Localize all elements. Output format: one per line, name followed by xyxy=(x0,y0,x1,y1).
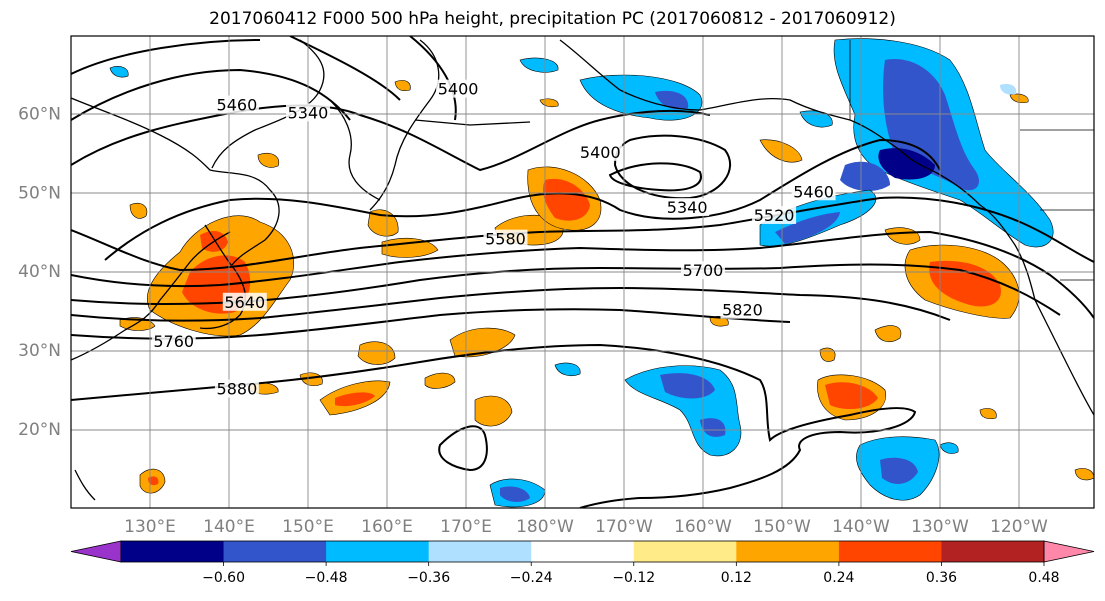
longitude-labels: 130°E 140°E 150°E 160°E 170°E 180°W 170°W 160°W… xyxy=(124,517,1048,537)
colorbar-tick-label: −0.60 xyxy=(202,570,245,586)
contour-label: 5340 xyxy=(288,103,329,122)
contour-label-bg xyxy=(791,182,836,201)
contour-label: 5340 xyxy=(667,198,708,217)
colorbar-segment xyxy=(941,541,1045,562)
lon-label: 160°W xyxy=(674,517,732,537)
contour-label-bg xyxy=(665,198,710,217)
contour-label: 5820 xyxy=(722,301,763,320)
contour-label: 5460 xyxy=(217,95,258,114)
colorbar-tick-label: 0.36 xyxy=(926,570,957,586)
contour-label-bg xyxy=(151,332,196,351)
colorbar-segment xyxy=(633,541,737,562)
colorbar-segment xyxy=(223,541,327,562)
coastlines xyxy=(71,39,1094,501)
colorbar-segment xyxy=(428,541,532,562)
lat-label: 40°N xyxy=(18,262,61,282)
contour-label: 5460 xyxy=(793,182,834,201)
contour-label: 5400 xyxy=(438,80,479,99)
contour-label-bg xyxy=(752,205,797,224)
contour-label-bg xyxy=(214,95,259,114)
map-title: 2017060412 F000 500 hPa height, precipit… xyxy=(209,9,896,29)
colorbar-tick-label: 0.12 xyxy=(721,570,752,586)
contour-label-bg xyxy=(214,379,259,398)
contour-label: 5520 xyxy=(754,206,795,225)
contour-label: 5880 xyxy=(217,380,258,399)
contour-label: 5640 xyxy=(224,293,265,312)
colorbar-tick-label: 0.24 xyxy=(823,570,854,586)
map-frame xyxy=(70,35,1095,509)
lon-label: 130°E xyxy=(124,517,176,537)
lon-label: 140°W xyxy=(832,517,890,537)
colorbar-segment xyxy=(121,541,225,562)
lon-label: 170°E xyxy=(440,517,492,537)
colorbar-extend-low xyxy=(70,540,122,563)
gridlines xyxy=(71,36,1094,508)
lat-label: 30°N xyxy=(18,341,61,361)
lon-label: 170°W xyxy=(595,517,653,537)
colorbar-tick-label: 0.48 xyxy=(1028,570,1059,586)
colorbar-tick-label: −0.48 xyxy=(305,570,348,586)
contour-label: 5760 xyxy=(153,332,194,351)
map-layers: 5400 5460 5340 5400 5340 5460 5520 5580 5700 5640… xyxy=(71,36,1094,508)
lon-label: 130°W xyxy=(911,517,969,537)
contour-label: 5700 xyxy=(683,261,724,280)
colorbar-frame xyxy=(120,540,1045,563)
contour-label-bg xyxy=(680,261,725,280)
lon-label: 150°E xyxy=(282,517,334,537)
contour-label: 5400 xyxy=(580,143,621,162)
lon-label: 120°W xyxy=(990,517,1048,537)
contour-label: 5580 xyxy=(485,230,526,249)
contour-label-bg xyxy=(483,229,528,248)
lon-label: 140°E xyxy=(203,517,255,537)
lon-label: 150°W xyxy=(753,517,811,537)
contour-labels: 5400 5460 5340 5400 5340 5460 5520 5580 5700 5640… xyxy=(151,79,836,399)
lon-label: 160°E xyxy=(361,517,413,537)
colorbar-tick-label: −0.12 xyxy=(612,570,655,586)
colorbar-segment xyxy=(531,541,635,562)
lat-label: 20°N xyxy=(18,420,61,440)
contour-label-bg xyxy=(436,79,481,98)
colorbar-segment xyxy=(838,541,942,562)
colorbar-extend-high xyxy=(1043,540,1095,563)
contour-label-bg xyxy=(720,300,765,319)
colorbar-tick-label: −0.36 xyxy=(407,570,450,586)
colorbar-segment xyxy=(326,541,430,562)
lat-label: 60°N xyxy=(18,104,61,124)
contour-label-bg xyxy=(285,103,330,122)
latitude-labels: 60°N 50°N 40°N 30°N 20°N xyxy=(18,104,61,440)
lon-label: 180°W xyxy=(516,517,574,537)
colorbar-tick-label: −0.24 xyxy=(510,570,553,586)
contour-label-bg xyxy=(578,142,623,161)
lat-label: 50°N xyxy=(18,183,61,203)
colorbar-segment xyxy=(736,541,840,562)
colorbar: −0.60 −0.48 −0.36 −0.24 −0.12 0.12 0.24 0.36 0.4… xyxy=(70,540,1095,586)
contour-label-bg xyxy=(222,292,267,311)
